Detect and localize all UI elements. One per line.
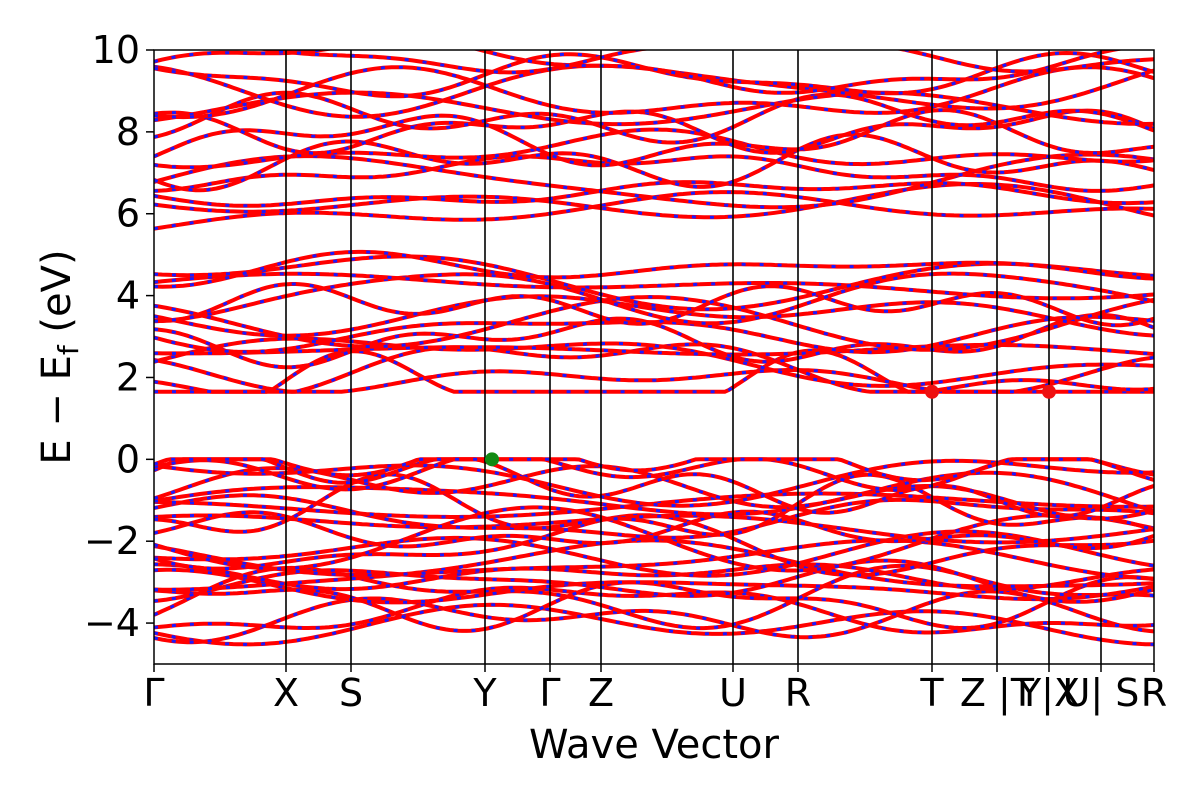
x-tick-label: R	[785, 671, 811, 715]
marker-vbm	[485, 452, 499, 467]
band-line	[154, 513, 1154, 545]
band-line	[154, 108, 1154, 156]
x-tick-label: Z |T	[960, 671, 1035, 716]
band-line-overlay	[154, 153, 1154, 209]
band-line-overlay	[154, 559, 1154, 604]
band-line-overlay	[154, 459, 1154, 508]
band-line-overlay	[154, 356, 1154, 394]
x-tick-label: U	[719, 671, 747, 715]
y-tick-label: 6	[116, 192, 140, 236]
y-tick-label: 8	[116, 110, 140, 154]
band-line-overlay	[154, 457, 1154, 482]
band-line	[154, 589, 1154, 645]
band-line	[154, 562, 1154, 592]
band-line	[154, 271, 1154, 301]
y-axis-label-sub: f	[52, 344, 85, 355]
y-axis-label: E − Ef (eV)	[34, 249, 85, 464]
plot-frame	[153, 49, 1155, 665]
x-tick-label: U| S	[1063, 671, 1140, 716]
y-axis-label-tail: (eV)	[34, 249, 80, 345]
x-tick-label: R	[1141, 671, 1167, 715]
x-tick-label: Y|X	[1017, 671, 1080, 716]
band-line-overlay	[154, 50, 1121, 95]
x-tick-label: Γ	[143, 671, 164, 715]
x-tick-label: T	[919, 671, 944, 715]
band-lines	[154, 50, 1154, 647]
marker-cbm-2	[1042, 384, 1056, 399]
band-line-overlay	[154, 530, 1154, 578]
band-line	[154, 108, 1154, 168]
band-line-overlay	[154, 91, 1154, 144]
band-line-overlay	[154, 493, 1154, 540]
y-tick-label: 0	[116, 437, 140, 481]
band-line	[154, 342, 1154, 394]
x-tick-label: Y	[472, 671, 497, 715]
y-tick-label: 10	[92, 28, 140, 72]
band-line-overlay	[154, 51, 1154, 98]
band-line	[154, 65, 1154, 120]
band-line-overlay	[154, 295, 1154, 352]
band-line-overlay	[154, 457, 1154, 518]
x-tick-label: X	[273, 671, 299, 715]
band-line-overlay	[154, 64, 1154, 119]
band-line-overlay	[154, 91, 1154, 126]
band-line	[154, 336, 1154, 388]
band-line	[154, 271, 1154, 326]
band-line	[154, 567, 1154, 605]
x-tick-label: Z	[588, 671, 614, 715]
band-line	[154, 154, 1154, 193]
marker-cbm-1	[925, 384, 939, 399]
y-axis-label-main: E − E	[34, 355, 80, 465]
extrema-markers	[485, 384, 1056, 467]
x-tick-label: S	[339, 671, 363, 715]
x-tick-label: Γ	[539, 671, 560, 715]
band-line	[154, 132, 1154, 193]
band-line-overlay	[154, 294, 1154, 338]
y-tick-label: −2	[84, 519, 140, 563]
k-point-lines	[285, 50, 1102, 664]
y-tick-label: 4	[116, 274, 140, 318]
band-line	[257, 50, 1154, 75]
band-line	[154, 182, 1154, 220]
band-line	[154, 538, 1154, 592]
band-line-overlay	[154, 250, 1154, 289]
x-axis-label: Wave Vector	[529, 722, 780, 768]
band-line-overlay	[154, 510, 1154, 550]
y-tick-label: −4	[84, 601, 140, 645]
band-line-overlay	[154, 472, 1154, 537]
y-tick-label: 2	[116, 355, 140, 399]
band-line-overlay	[154, 254, 1154, 311]
y-axis-ticks: −4 −2 0 2 4 6 8 10	[84, 28, 154, 645]
band-line	[154, 180, 1154, 208]
band-line-overlay	[154, 603, 1154, 646]
